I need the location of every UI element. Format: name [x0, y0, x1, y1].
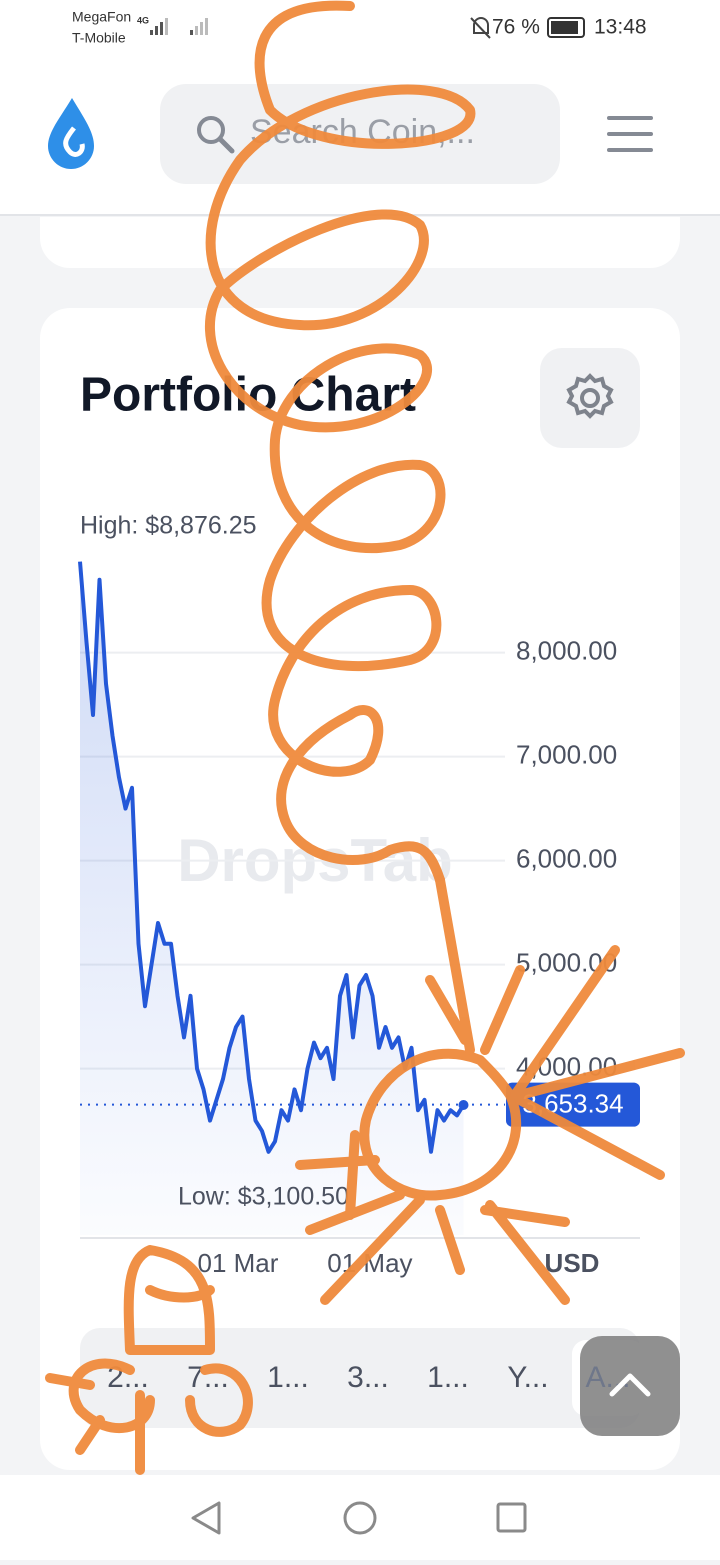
- network: 4G: [137, 15, 149, 25]
- search-icon: [217, 136, 235, 154]
- battery-icon: [547, 17, 585, 38]
- high-label: High: $8,876.25: [80, 512, 257, 540]
- y-tick-label: 7,000.00: [516, 739, 617, 769]
- nav-bar: [0, 1475, 720, 1560]
- nav-recents[interactable]: [496, 1502, 527, 1533]
- logo-mark: [63, 126, 85, 157]
- settings-icon: [566, 373, 614, 419]
- scroll-top-button[interactable]: [580, 1336, 680, 1436]
- chevron-up: [609, 1373, 651, 1397]
- area: [80, 561, 464, 1235]
- battery-level: 76 %: [492, 16, 540, 39]
- range-button[interactable]: Y...: [507, 1361, 548, 1394]
- y-tick-label: 8,000.00: [516, 635, 617, 665]
- carrier: T-Mobile: [72, 30, 126, 46]
- nav-back[interactable]: [191, 1501, 221, 1535]
- line: [78, 561, 466, 1154]
- scribble: [45, 0, 685, 1475]
- search-icon: [197, 116, 225, 144]
- nav-home[interactable]: [343, 1501, 377, 1535]
- low-label: Low: $3,100.50: [178, 1183, 349, 1211]
- search-box[interactable]: [160, 84, 560, 184]
- battery-fill: [551, 21, 578, 34]
- menu-button[interactable]: [607, 116, 653, 152]
- x-tick-label: 01 Mar: [197, 1248, 278, 1278]
- mute-icon: [470, 17, 491, 39]
- currency-toggle[interactable]: USD: [545, 1248, 600, 1278]
- range-button[interactable]: 3...: [347, 1361, 389, 1394]
- range-bar: [80, 1328, 640, 1428]
- range-button[interactable]: 1...: [427, 1361, 469, 1394]
- clock: 13:48: [594, 16, 647, 39]
- signal-icons: [150, 18, 208, 35]
- settings-button[interactable]: [540, 348, 640, 448]
- previous-card: [40, 217, 680, 268]
- range-button[interactable]: 1...: [267, 1361, 309, 1394]
- carrier: MegaFon: [72, 9, 131, 25]
- y-tick-label: 6,000.00: [516, 843, 617, 873]
- last-point: [458, 1100, 469, 1110]
